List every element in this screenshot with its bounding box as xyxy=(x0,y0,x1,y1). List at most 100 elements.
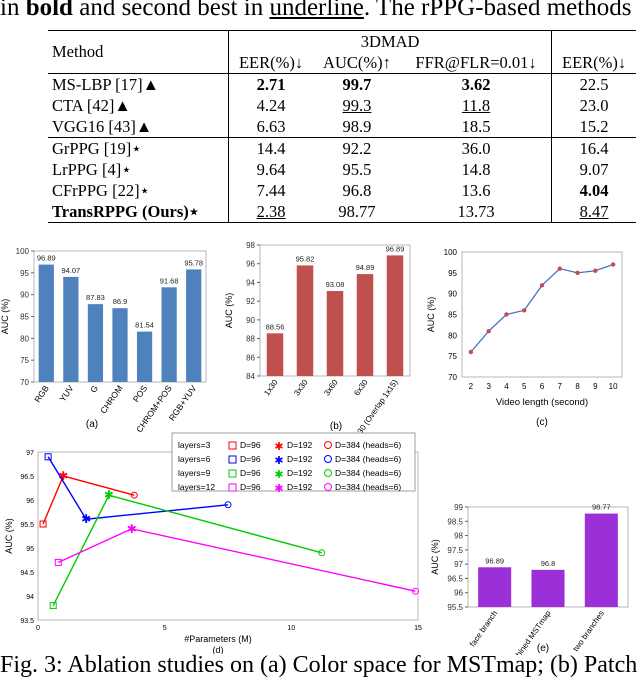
chart-c-video-length: 70 75 80 85 90 95 100 2 3 4 5 6 7 8 9 10 AUC (%) Video le… xyxy=(426,248,623,428)
legend-col-label: D=96 xyxy=(240,482,261,492)
bar xyxy=(112,308,128,382)
bar xyxy=(266,333,284,376)
circle-marker xyxy=(224,501,232,509)
y-tick-label: 90 xyxy=(20,291,29,300)
data-label: 94.89 xyxy=(356,263,375,272)
value-cell: 98.9 xyxy=(342,116,372,136)
y-tick-label: 98 xyxy=(454,532,463,541)
x-tick-label: 4 xyxy=(504,382,509,391)
bar xyxy=(584,513,618,607)
square-marker xyxy=(49,602,57,610)
star-marker: ✱ xyxy=(274,469,283,481)
x-tick-label: 3x30 xyxy=(292,378,310,398)
y-tick-label: 86 xyxy=(246,353,255,362)
legend-row-label: layers=12 xyxy=(178,482,215,492)
legend-col-label: D=96 xyxy=(240,440,261,450)
x-tick-label: CHROM xyxy=(98,383,125,415)
data-point xyxy=(486,328,491,334)
circle-marker xyxy=(411,587,419,595)
y-tick-label: 95.5 xyxy=(447,603,463,612)
square-marker xyxy=(39,520,47,528)
y-tick-label: 88 xyxy=(246,335,255,344)
data-label: 96.89 xyxy=(485,556,504,565)
value-cell: 8.47 xyxy=(579,201,609,221)
x-tick-label: 3 xyxy=(486,382,491,391)
y-tick-label: 85 xyxy=(448,311,457,320)
data-label: 95.78 xyxy=(184,258,203,267)
bar xyxy=(386,255,404,376)
bar xyxy=(296,265,314,376)
legend-col-label: D=384 (heads=6) xyxy=(335,454,401,464)
circle-marker xyxy=(318,549,326,557)
method-cell: GrPPG [19]⋆ xyxy=(48,137,229,159)
value-cell: 15.2 xyxy=(579,116,609,136)
value-cell: 98.77 xyxy=(338,201,376,221)
value-cell: 95.5 xyxy=(342,159,372,179)
value-cell: 2.71 xyxy=(256,74,286,94)
circle-marker xyxy=(130,491,138,499)
data-point xyxy=(593,268,598,273)
series-line xyxy=(470,263,614,353)
value-cell: 4.04 xyxy=(579,180,609,200)
legend-col-label: D=96 xyxy=(240,454,261,464)
table-row: CFrPPG [22]⋆ 7.44 96.8 13.6 4.04 xyxy=(48,180,636,201)
star-marker: ✱ xyxy=(58,469,68,483)
method-cell: TransRPPG (Ours)⋆ xyxy=(48,201,229,223)
y-tick-label: 98.5 xyxy=(447,517,463,526)
value-cell: 23.0 xyxy=(579,95,609,115)
bar xyxy=(161,287,177,382)
y-tick-label: 100 xyxy=(444,248,458,257)
y-tick-label: 80 xyxy=(448,331,457,340)
data-label: 91.68 xyxy=(160,276,179,285)
circle-marker xyxy=(324,469,332,477)
square-marker xyxy=(228,455,237,464)
y-tick-label: 96.5 xyxy=(20,474,34,481)
col-header-auc: AUC(%)↑ xyxy=(323,52,391,72)
y-tick-label: 96 xyxy=(246,260,255,269)
data-label: 81.54 xyxy=(135,321,154,330)
bar xyxy=(63,276,79,382)
x-tick-label: 5 xyxy=(522,382,527,391)
y-tick-label: 95 xyxy=(26,546,34,553)
star-marker: ✱ xyxy=(127,522,137,536)
data-point xyxy=(468,349,474,355)
method-cell: CFrPPG [22]⋆ xyxy=(52,180,150,200)
method-cell: MS-LBP [17]▲ xyxy=(48,73,229,95)
legend-row-label: layers=6 xyxy=(178,454,211,464)
y-tick-label: 84 xyxy=(246,372,255,381)
data-label: 87.83 xyxy=(86,293,105,302)
y-tick-label: 90 xyxy=(448,290,457,299)
table-row: CTA [42]▲ 4.24 99.3 11.8 23.0 xyxy=(48,95,636,116)
legend-col-label: D=192 xyxy=(287,468,313,478)
method-cell: CTA [42]▲ xyxy=(52,95,131,115)
y-tick-label: 96 xyxy=(454,589,463,598)
series-line xyxy=(57,528,416,592)
panel-label: (b) xyxy=(330,421,342,432)
intro-text-3: . The rPPG-based methods xyxy=(363,0,632,21)
y-tick-label: 94 xyxy=(26,594,34,601)
data-label: 86.9 xyxy=(113,297,128,306)
y-tick-label: 95.5 xyxy=(20,522,34,529)
y-tick-label: 75 xyxy=(448,352,457,361)
data-point xyxy=(557,266,562,271)
series-line xyxy=(47,456,229,520)
x-tick-label: RGB xyxy=(32,383,51,404)
circle-marker xyxy=(324,441,332,449)
x-tick-label: 2 xyxy=(469,382,474,391)
x-axis-label: #Parameters (M) xyxy=(184,634,252,644)
intro-text-2: and second best in xyxy=(72,0,270,21)
intro-text-1: in xyxy=(0,0,26,21)
results-table: Method 3DMAD EER(%)↓ AUC(%)↑ FFR@FLR=0.0… xyxy=(48,30,636,223)
table-row: GrPPG [19]⋆ 14.4 92.2 36.0 16.4 xyxy=(48,137,636,159)
legend-col-label: D=192 xyxy=(287,454,313,464)
value-cell: 4.24 xyxy=(256,95,286,115)
table-row: MS-LBP [17]▲ 2.71 99.7 3.62 22.5 xyxy=(48,73,636,95)
panel-label: (e) xyxy=(537,643,549,654)
intro-underline-word: underline xyxy=(269,0,364,21)
x-tick-label: 6x30 xyxy=(352,378,370,398)
value-cell: 99.7 xyxy=(342,74,372,94)
table-row: LrPPG [4]⋆ 9.64 95.5 14.8 9.07 xyxy=(48,159,636,180)
panel-label: (a) xyxy=(86,419,98,430)
data-point xyxy=(610,262,616,267)
figure-caption: Fig. 3: Ablation studies on (a) Color sp… xyxy=(0,652,638,678)
